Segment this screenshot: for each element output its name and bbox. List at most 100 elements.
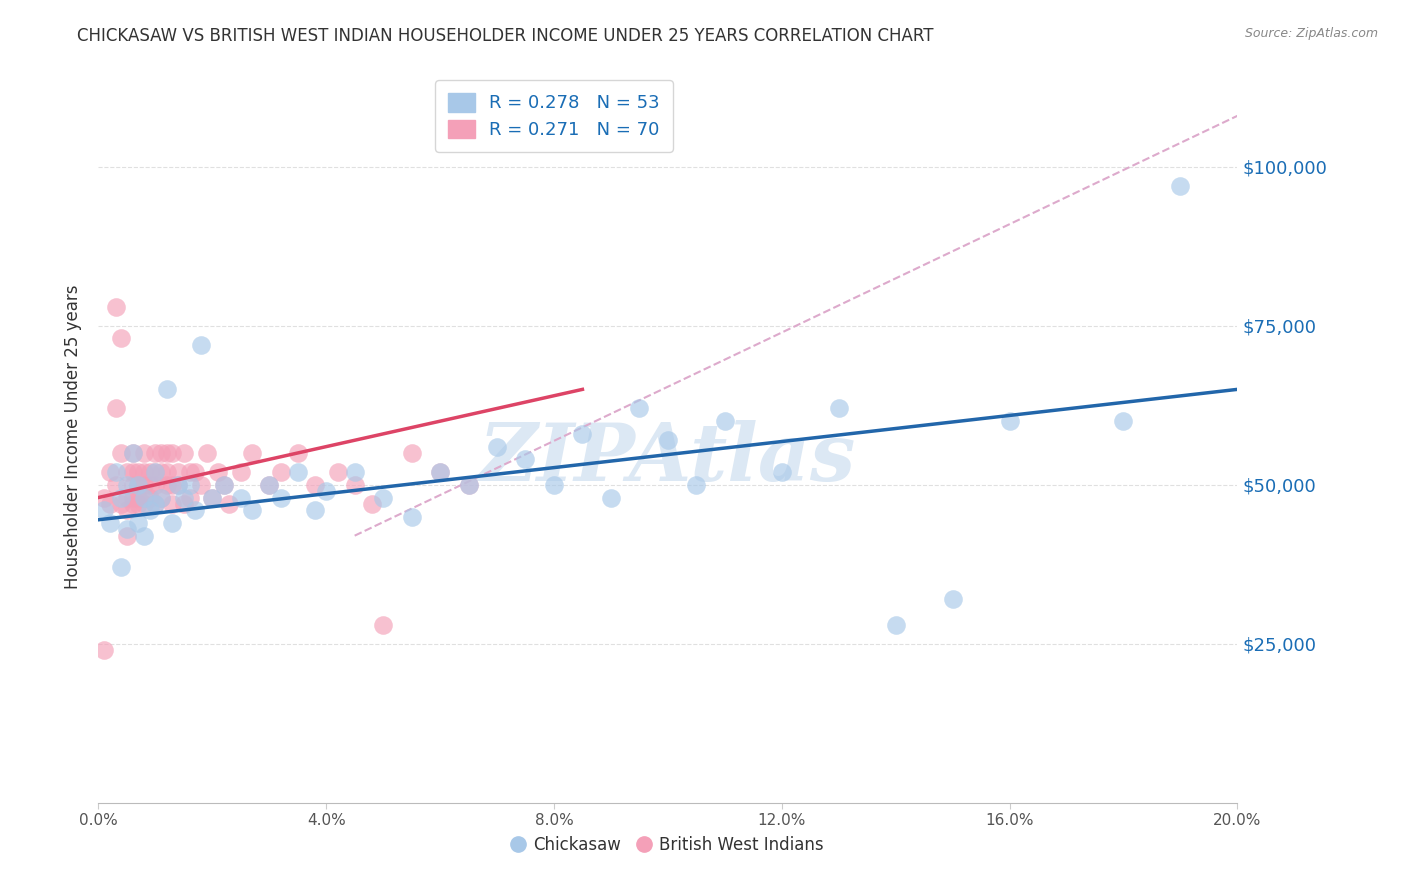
Point (628, 401, 651, 416)
Point (121, 477, 143, 491)
Point (173, 497, 195, 511)
Point (212, 477, 235, 491)
Point (179, 491, 201, 505)
Point (270, 465, 292, 479)
Point (138, 465, 160, 479)
Point (373, 491, 395, 505)
Point (115, 522, 138, 536)
Point (110, 497, 132, 511)
Point (121, 491, 143, 505)
Point (486, 440, 509, 454)
Point (828, 401, 851, 416)
Point (270, 491, 292, 505)
Point (259, 477, 281, 491)
Point (401, 509, 423, 524)
Point (132, 465, 155, 479)
Point (167, 477, 190, 491)
Point (156, 477, 179, 491)
Point (162, 516, 184, 530)
Point (150, 446, 173, 460)
Point (115, 529, 138, 543)
Point (429, 465, 451, 479)
Point (173, 446, 195, 460)
Point (104, 477, 127, 491)
Point (162, 497, 184, 511)
Point (304, 503, 326, 517)
Point (884, 617, 907, 632)
Point (360, 497, 382, 511)
Point (145, 465, 167, 479)
Point (127, 465, 149, 479)
Text: CHICKASAW VS BRITISH WEST INDIAN HOUSEHOLDER INCOME UNDER 25 YEARS CORRELATION C: CHICKASAW VS BRITISH WEST INDIAN HOUSEHO… (77, 27, 934, 45)
Point (98, 465, 121, 479)
Point (714, 414, 737, 428)
Point (127, 491, 149, 505)
Point (201, 491, 224, 505)
Point (127, 516, 149, 530)
Point (110, 331, 132, 345)
Point (1112, 414, 1135, 428)
Point (132, 477, 155, 491)
Point (173, 491, 195, 505)
Point (201, 491, 224, 505)
Point (98, 516, 121, 530)
Point (343, 477, 366, 491)
Point (167, 477, 190, 491)
Point (287, 446, 309, 460)
Point (127, 477, 149, 491)
Point (150, 491, 173, 505)
Point (121, 497, 143, 511)
Point (287, 465, 309, 479)
Point (121, 446, 143, 460)
Point (770, 465, 793, 479)
Point (343, 465, 366, 479)
Point (110, 446, 132, 460)
Point (132, 491, 155, 505)
Point (145, 465, 167, 479)
Point (457, 477, 479, 491)
Point (138, 503, 160, 517)
Y-axis label: Householder Income Under 25 years: Householder Income Under 25 years (65, 285, 83, 590)
Point (145, 446, 167, 460)
Point (571, 426, 593, 441)
Point (240, 503, 263, 517)
Point (1170, 178, 1192, 193)
Point (515, 452, 537, 467)
Point (150, 465, 173, 479)
Point (179, 477, 201, 491)
Point (127, 497, 149, 511)
Point (156, 465, 179, 479)
Point (104, 401, 127, 416)
Point (115, 503, 138, 517)
Point (167, 465, 190, 479)
Point (93, 643, 115, 657)
Point (145, 477, 167, 491)
Point (190, 338, 212, 352)
Point (685, 477, 707, 491)
Point (104, 300, 127, 314)
Point (115, 491, 138, 505)
Point (401, 446, 423, 460)
Point (600, 491, 623, 505)
Point (942, 592, 965, 607)
Point (132, 446, 155, 460)
Point (93, 491, 115, 505)
Point (150, 491, 173, 505)
Point (229, 491, 252, 505)
Point (121, 465, 143, 479)
Point (145, 497, 167, 511)
Point (115, 465, 138, 479)
Point (184, 465, 207, 479)
Point (259, 477, 281, 491)
Point (156, 446, 179, 460)
Point (657, 434, 679, 448)
Point (457, 477, 479, 491)
Point (429, 465, 451, 479)
Legend: Chickasaw, British West Indians: Chickasaw, British West Indians (505, 829, 831, 860)
Text: ZIPAtlas: ZIPAtlas (479, 420, 856, 498)
Point (162, 477, 184, 491)
Point (195, 446, 218, 460)
Point (184, 503, 207, 517)
Point (162, 446, 184, 460)
Point (104, 465, 127, 479)
